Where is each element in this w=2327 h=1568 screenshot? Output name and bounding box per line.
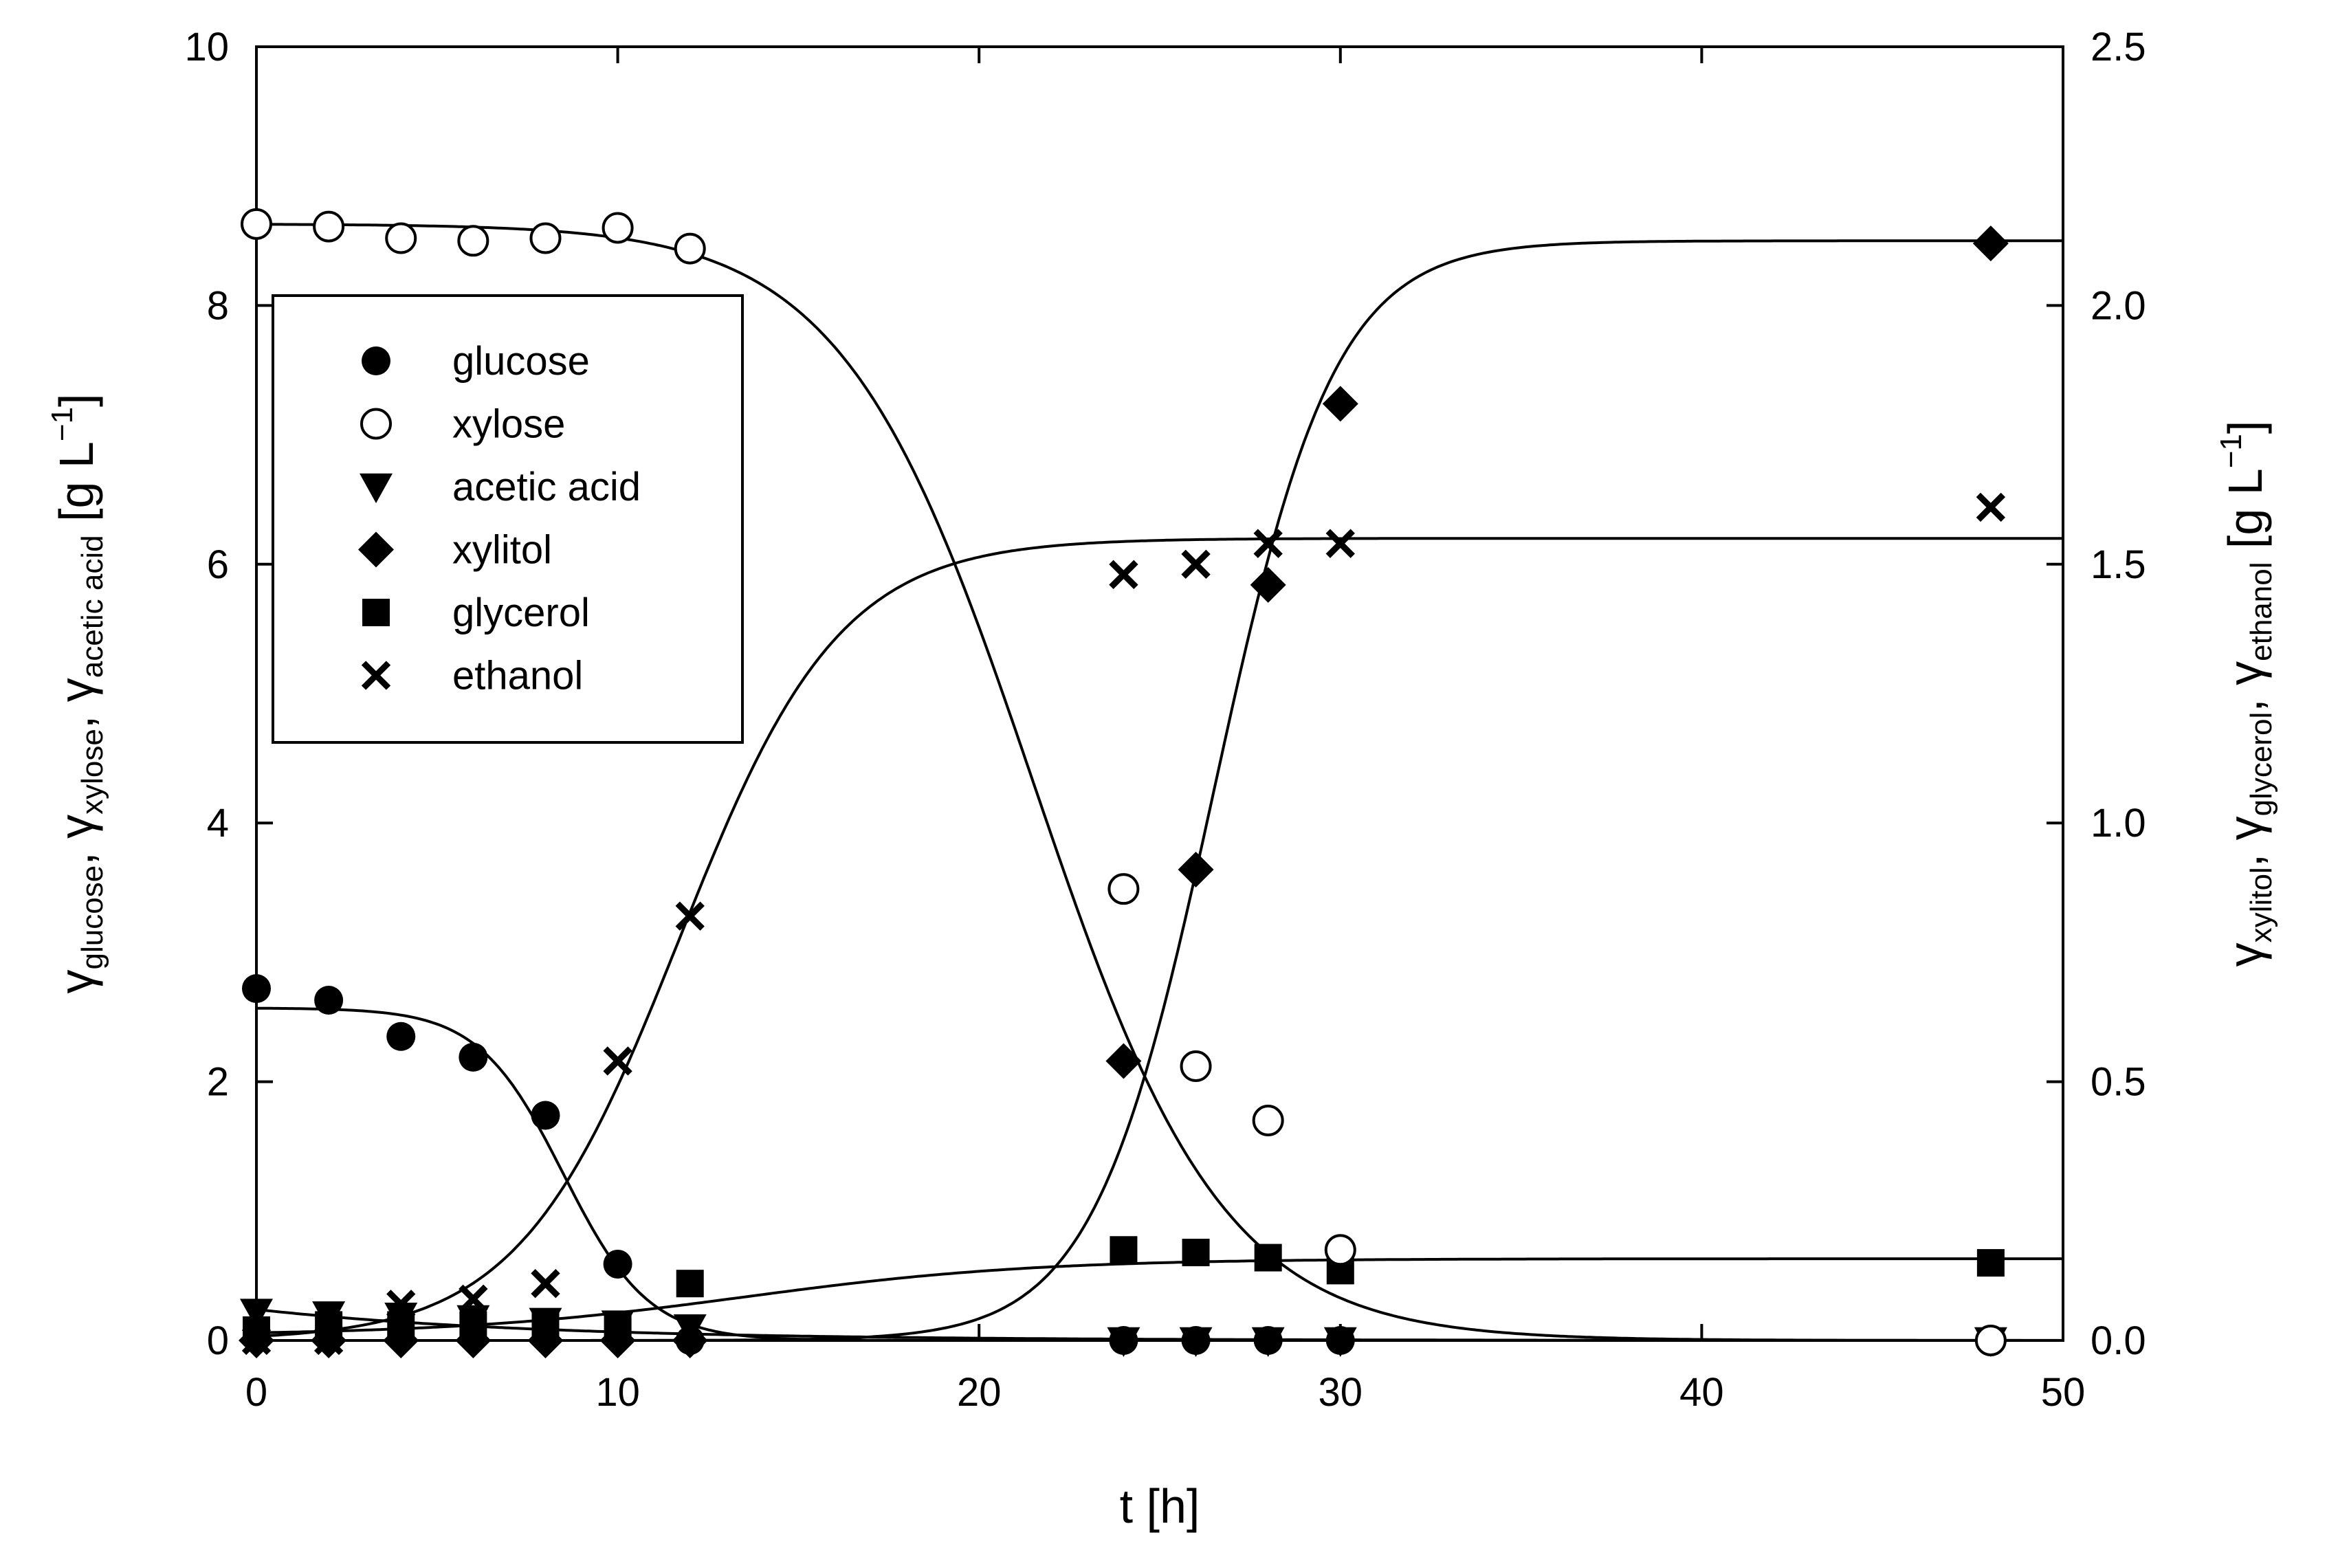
- x-axis: 0 10 20 30 40 50: [245, 47, 2085, 1415]
- y-right-tick-label: 2.5: [2091, 25, 2146, 69]
- x-tick-label: 40: [1679, 1370, 1724, 1415]
- xylitol-point: [1250, 566, 1286, 603]
- y-right-tick-label: 1.0: [2091, 801, 2146, 846]
- xylose-series: [241, 208, 2007, 1356]
- y-left-tick-label: 2: [207, 1060, 229, 1105]
- xylose-point: [674, 232, 706, 265]
- legend-glycerol-label: glycerol: [452, 590, 590, 635]
- glucose-point: [386, 1022, 416, 1051]
- y-left-tick-label: 0: [207, 1318, 229, 1363]
- xylitol-point: [1178, 851, 1214, 887]
- ethanol-fit-curve: [256, 537, 2063, 1338]
- y-right-tick-label: 0.0: [2091, 1318, 2146, 1363]
- ethanol-series: [241, 492, 2006, 1356]
- xylitol-point: [1972, 225, 2009, 262]
- legend-glucose-label: glucose: [452, 339, 590, 384]
- ethanol-point: [1181, 549, 1211, 579]
- glycerol-point: [1182, 1239, 1210, 1267]
- plot-frame: [255, 45, 2064, 1342]
- xylose-point: [241, 208, 272, 240]
- ethanol-point: [675, 901, 705, 931]
- legend-xylose-label: xylose: [452, 402, 565, 447]
- x-axis-title: t [h]: [1120, 1479, 1200, 1533]
- glucose-point: [1181, 1326, 1211, 1355]
- legend-ethanol-marker: [361, 661, 391, 690]
- x-tick-label: 10: [595, 1370, 640, 1415]
- glycerol-point: [676, 1270, 704, 1298]
- xylose-point: [1324, 1234, 1356, 1266]
- y-right-tick-label: 1.5: [2091, 542, 2146, 587]
- legend-xylose-marker: [360, 408, 392, 440]
- xylitol-point: [1322, 386, 1358, 422]
- glucose-point: [531, 1101, 560, 1130]
- glycerol-point: [1110, 1236, 1138, 1264]
- y-left-tick-label: 8: [207, 283, 229, 328]
- y-axis-left: 0 2 4 6 8 10: [184, 25, 273, 1363]
- xylose-point: [529, 222, 562, 254]
- xylose-point: [1252, 1105, 1284, 1137]
- y-right-tick-label: 0.5: [2091, 1060, 2146, 1105]
- legend-acetic-acid-label: acetic acid: [452, 465, 641, 509]
- ethanol-point: [603, 1046, 632, 1076]
- glucose-point: [1253, 1326, 1283, 1355]
- xylose-point: [457, 225, 489, 257]
- xylitol-point: [527, 1323, 564, 1358]
- legend-xylitol-marker: [358, 531, 394, 568]
- ethanol-point: [386, 1290, 416, 1319]
- glucose-point: [1109, 1326, 1138, 1355]
- legend-glycerol-marker: [362, 599, 390, 626]
- glucose-point: [459, 1042, 488, 1072]
- x-tick-label: 20: [957, 1370, 1002, 1415]
- ethanol-point: [1976, 492, 2006, 522]
- acetic-acid-point: [240, 1299, 273, 1329]
- xylitol-point: [455, 1323, 492, 1358]
- ethanol-point: [459, 1284, 488, 1314]
- y-axis-right-title: γxylitol, γglycerol, γethanol [g L−1]: [2214, 421, 2278, 967]
- x-tick-label: 50: [2041, 1370, 2086, 1415]
- glucose-point: [675, 1326, 705, 1355]
- y-left-tick-label: 4: [207, 801, 229, 846]
- y-right-tick-label: 2.0: [2091, 283, 2146, 328]
- ethanol-point: [531, 1269, 560, 1299]
- xylitol-point: [1105, 1043, 1142, 1079]
- y-left-tick-label: 6: [207, 542, 229, 587]
- ethanol-point: [1325, 529, 1355, 558]
- xylose-point: [313, 210, 345, 243]
- ethanol-point: [1109, 560, 1138, 590]
- data-markers: [239, 208, 2009, 1358]
- glucose-point: [603, 1249, 632, 1279]
- xylose-point: [385, 222, 417, 254]
- glycerol-point: [1254, 1244, 1282, 1272]
- xylose-point: [1107, 873, 1140, 905]
- xylose-point: [602, 212, 634, 244]
- glucose-point: [242, 974, 271, 1004]
- xylose-point: [1974, 1325, 2007, 1356]
- legend-acetic-acid-marker: [360, 473, 393, 503]
- legend-box: [272, 294, 744, 744]
- ethanol-point: [241, 1325, 272, 1356]
- xylitol-point: [383, 1323, 419, 1358]
- glucose-point: [1325, 1326, 1355, 1355]
- glucose-point: [314, 986, 344, 1015]
- glycerol-point: [1976, 1249, 2005, 1277]
- ethanol-point: [313, 1325, 344, 1356]
- x-tick-label: 0: [245, 1370, 267, 1415]
- xylose-point: [1180, 1050, 1212, 1083]
- acetic-acid-point: [312, 1301, 346, 1332]
- ethanol-point: [1253, 529, 1283, 558]
- y-axis-left-title: γglucose, γxylose, γacetic acid [g L−1]: [45, 394, 109, 994]
- legend-glucose-marker: [362, 346, 390, 375]
- acetic-acid-point: [456, 1305, 490, 1336]
- y-left-tick-label: 10: [184, 25, 229, 69]
- legend: glucose xylose acetic acid xylitol glycerol e…: [272, 294, 744, 744]
- legend-xylitol-label: xylitol: [452, 528, 552, 573]
- y-axis-right: 0.0 0.5 1.0 1.5 2.0 2.5: [2047, 25, 2146, 1363]
- xylitol-point: [599, 1323, 636, 1358]
- x-tick-label: 30: [1319, 1370, 1363, 1415]
- legend-ethanol-label: ethanol: [452, 654, 583, 698]
